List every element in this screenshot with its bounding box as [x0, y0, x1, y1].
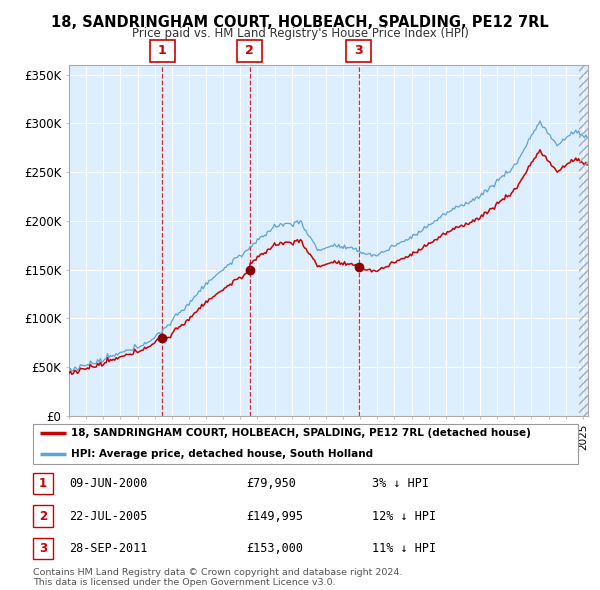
FancyBboxPatch shape — [33, 424, 578, 464]
Text: Contains HM Land Registry data © Crown copyright and database right 2024.
This d: Contains HM Land Registry data © Crown c… — [33, 568, 403, 587]
Text: 3% ↓ HPI: 3% ↓ HPI — [372, 477, 429, 490]
Text: 2: 2 — [39, 510, 47, 523]
Text: 2: 2 — [245, 44, 254, 57]
Text: 1: 1 — [39, 477, 47, 490]
Text: £153,000: £153,000 — [246, 542, 303, 555]
Text: 1: 1 — [158, 44, 167, 57]
Text: Price paid vs. HM Land Registry's House Price Index (HPI): Price paid vs. HM Land Registry's House … — [131, 27, 469, 40]
Text: £149,995: £149,995 — [246, 510, 303, 523]
Text: 18, SANDRINGHAM COURT, HOLBEACH, SPALDING, PE12 7RL (detached house): 18, SANDRINGHAM COURT, HOLBEACH, SPALDIN… — [71, 428, 531, 438]
Text: 09-JUN-2000: 09-JUN-2000 — [69, 477, 148, 490]
Text: HPI: Average price, detached house, South Holland: HPI: Average price, detached house, Sout… — [71, 449, 374, 458]
Text: 22-JUL-2005: 22-JUL-2005 — [69, 510, 148, 523]
Text: £79,950: £79,950 — [246, 477, 296, 490]
Text: 18, SANDRINGHAM COURT, HOLBEACH, SPALDING, PE12 7RL: 18, SANDRINGHAM COURT, HOLBEACH, SPALDIN… — [51, 15, 549, 30]
Text: 11% ↓ HPI: 11% ↓ HPI — [372, 542, 436, 555]
Text: 3: 3 — [355, 44, 363, 57]
Text: 28-SEP-2011: 28-SEP-2011 — [69, 542, 148, 555]
Text: 3: 3 — [39, 542, 47, 555]
Text: 12% ↓ HPI: 12% ↓ HPI — [372, 510, 436, 523]
